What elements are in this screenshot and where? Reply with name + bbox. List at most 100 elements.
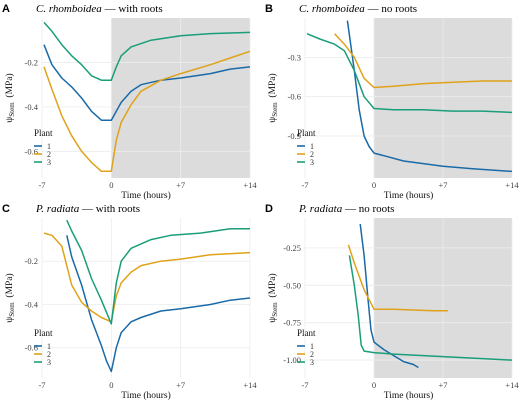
y-axis-title: ψStem (MPa) bbox=[4, 73, 16, 122]
panel-letter: B bbox=[265, 3, 273, 15]
x-tick-label: 0 bbox=[372, 180, 376, 190]
x-tick-label: -7 bbox=[301, 380, 308, 390]
y-axis-subscript: Stem bbox=[271, 302, 279, 317]
x-tick-label: 0 bbox=[109, 180, 113, 190]
series-line-3 bbox=[306, 33, 513, 114]
legend: Plant 123 bbox=[34, 328, 53, 367]
x-axis-title: Time (hours) bbox=[384, 190, 434, 201]
x-tick-label: +7 bbox=[176, 380, 185, 390]
y-axis-title: ψStem (MPa) bbox=[267, 273, 279, 322]
y-tick-label: -0.75 bbox=[283, 318, 301, 328]
x-axis-title: Time (hours) bbox=[121, 390, 171, 401]
y-axis-symbol: ψ bbox=[268, 317, 278, 323]
y-axis-title: ψStem (MPa) bbox=[4, 273, 16, 322]
y-tick-label: -0.6 bbox=[25, 343, 38, 353]
panel-letter: A bbox=[2, 3, 10, 15]
y-tick-label: -0.9 bbox=[288, 131, 301, 141]
y-tick-label: -0.4 bbox=[25, 299, 39, 309]
panel-condition: — no roots bbox=[365, 3, 417, 15]
panel-d: D P. radiata — no roots -7 0 +7 +14 -1.00 -0.75… bbox=[265, 203, 519, 401]
legend-title: Plant bbox=[297, 328, 316, 338]
legend: Plant 123 bbox=[297, 128, 316, 167]
series-line-3 bbox=[43, 21, 251, 81]
y-axis-subscript: Stem bbox=[271, 102, 279, 117]
series-line-3 bbox=[66, 219, 250, 325]
legend-label-2: 2 bbox=[47, 350, 51, 359]
series-line-2 bbox=[334, 33, 512, 89]
y-axis-subscript: Stem bbox=[8, 102, 16, 117]
species-name: C. rhomboidea bbox=[299, 3, 365, 15]
x-tick-label: +14 bbox=[243, 180, 257, 190]
y-axis-subscript: Stem bbox=[8, 302, 16, 317]
legend: Plant 123 bbox=[34, 128, 53, 167]
x-tick-label: +7 bbox=[438, 180, 447, 190]
panel-b: B C. rhomboidea — no roots -7 0 +7 +14 -0.9 -0.… bbox=[265, 3, 519, 201]
legend-title: Plant bbox=[34, 128, 53, 138]
panel-condition: — with roots bbox=[79, 203, 140, 215]
panel-condition: — no roots bbox=[342, 203, 394, 215]
y-tick-label: -0.4 bbox=[25, 102, 39, 112]
series-line-2 bbox=[347, 244, 448, 312]
y-tick-label: -0.2 bbox=[25, 57, 38, 67]
panel-condition: — with roots bbox=[102, 3, 163, 15]
legend-label-3: 3 bbox=[310, 158, 314, 167]
panel-title: C. rhomboidea — with roots bbox=[36, 3, 163, 15]
x-tick-label: 0 bbox=[372, 380, 376, 390]
x-tick-label: +14 bbox=[505, 380, 519, 390]
y-axis-unit: (MPa) bbox=[4, 273, 15, 302]
panel-title: P. radiata — with roots bbox=[35, 203, 140, 215]
panel-a: A C. rhomboidea — with roots -7 0 +7 +14 -0.6 -… bbox=[2, 3, 257, 201]
species-name: P. radiata bbox=[298, 203, 343, 215]
y-axis-unit: (MPa) bbox=[267, 273, 278, 302]
legend-label-2: 2 bbox=[310, 350, 314, 359]
y-axis-unit: (MPa) bbox=[267, 73, 278, 102]
y-axis-unit: (MPa) bbox=[4, 73, 15, 102]
x-tick-label: -7 bbox=[301, 180, 308, 190]
legend-label-3: 3 bbox=[47, 358, 51, 367]
x-tick-label: -7 bbox=[38, 380, 45, 390]
x-tick-label: -7 bbox=[38, 180, 45, 190]
legend-label-1: 1 bbox=[310, 342, 314, 351]
legend-label-3: 3 bbox=[47, 158, 51, 167]
y-axis-symbol: ψ bbox=[5, 317, 15, 323]
y-tick-label: -0.25 bbox=[283, 243, 301, 253]
y-axis-title: ψStem (MPa) bbox=[267, 73, 279, 122]
legend-label-1: 1 bbox=[47, 342, 51, 351]
legend-label-1: 1 bbox=[310, 142, 314, 151]
y-tick-label: -1.00 bbox=[283, 355, 301, 365]
x-tick-label: +7 bbox=[438, 380, 447, 390]
panel-c: C P. radiata — with roots -7 0 +7 +14 -0.6 -0.4… bbox=[2, 203, 257, 401]
species-name: P. radiata bbox=[35, 203, 80, 215]
legend-label-3: 3 bbox=[310, 358, 314, 367]
y-axis-symbol: ψ bbox=[268, 117, 278, 123]
panel-title: P. radiata — no roots bbox=[298, 203, 394, 215]
x-tick-label: +7 bbox=[176, 180, 185, 190]
legend-title: Plant bbox=[34, 328, 53, 338]
x-axis-title: Time (hours) bbox=[121, 190, 171, 201]
y-axis-symbol: ψ bbox=[5, 117, 15, 123]
panel-title: C. rhomboidea — no roots bbox=[299, 3, 417, 15]
y-tick-label: -0.2 bbox=[25, 256, 38, 266]
legend-label-1: 1 bbox=[47, 142, 51, 151]
x-axis-title: Time (hours) bbox=[384, 390, 434, 401]
series-line-3 bbox=[348, 255, 513, 361]
series-line-2 bbox=[43, 50, 251, 173]
legend-label-2: 2 bbox=[47, 150, 51, 159]
x-tick-label: +14 bbox=[505, 180, 519, 190]
x-tick-label: 0 bbox=[109, 380, 113, 390]
y-tick-label: -0.3 bbox=[288, 52, 301, 62]
species-name: C. rhomboidea bbox=[36, 3, 102, 15]
x-tick-label: +14 bbox=[243, 380, 257, 390]
legend: Plant 123 bbox=[297, 328, 316, 367]
series-line-1 bbox=[346, 20, 513, 173]
panel-letter: C bbox=[2, 203, 10, 215]
panel-letter: D bbox=[265, 203, 273, 215]
y-tick-label: -0.50 bbox=[283, 280, 301, 290]
series-line-1 bbox=[43, 44, 251, 121]
y-tick-label: -0.6 bbox=[25, 146, 38, 156]
legend-label-2: 2 bbox=[310, 150, 314, 159]
series-line-1 bbox=[66, 235, 251, 373]
series-line-2 bbox=[43, 232, 251, 323]
series-line-1 bbox=[359, 223, 419, 369]
